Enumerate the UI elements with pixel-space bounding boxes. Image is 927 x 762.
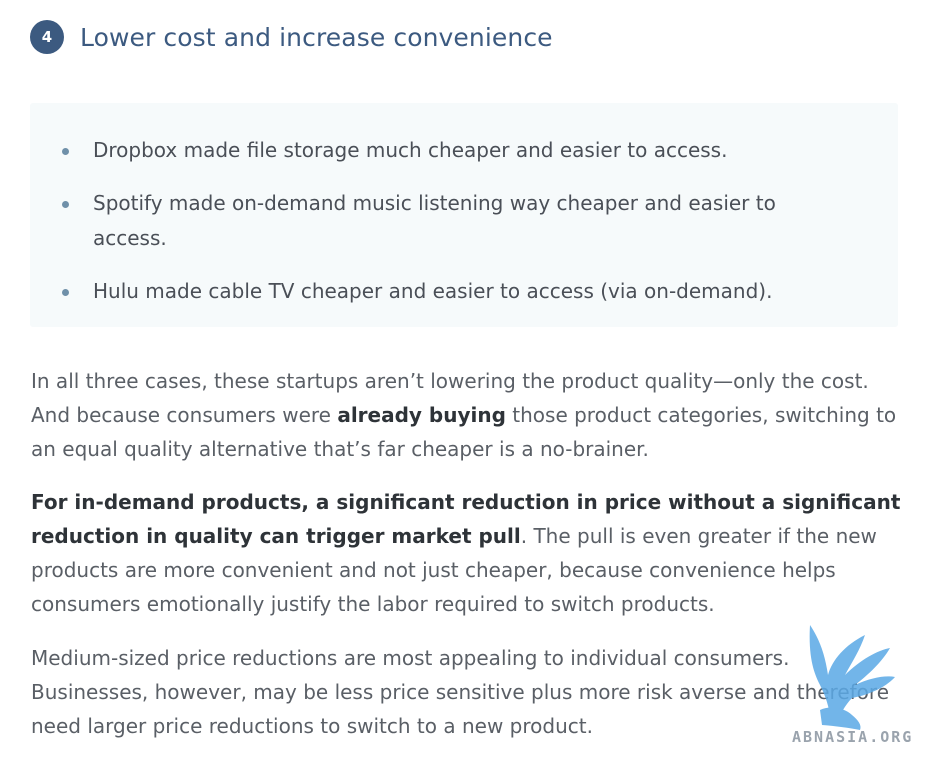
paragraph-text: those product categories, switching to a… bbox=[31, 403, 897, 461]
bullet-icon bbox=[62, 289, 69, 296]
step-number-badge: 4 bbox=[30, 20, 64, 54]
paragraph-text: Medium-sized price reductions are most a… bbox=[31, 646, 890, 738]
examples-callout: Dropbox made file storage much cheaper a… bbox=[30, 103, 898, 327]
winged-lion-icon bbox=[809, 625, 895, 730]
list-item-text: Hulu made cable TV cheaper and easier to… bbox=[93, 279, 773, 303]
section-title: Lower cost and increase convenience bbox=[80, 22, 553, 52]
paragraph-text: . The pull is even greater if the new pr… bbox=[31, 524, 877, 616]
list-item: Hulu made cable TV cheaper and easier to… bbox=[62, 274, 853, 309]
section-header: 4 Lower cost and increase convenience bbox=[30, 20, 553, 54]
bullet-icon bbox=[62, 148, 69, 155]
list-item-text: Spotify made on-demand music listening w… bbox=[93, 191, 776, 250]
list-item: Spotify made on-demand music listening w… bbox=[62, 186, 853, 256]
list-item-text: Dropbox made file storage much cheaper a… bbox=[93, 138, 728, 162]
watermark-text: ABNASIA.ORG bbox=[792, 728, 914, 746]
paragraph-all-three-cases: In all three cases, these startups aren’… bbox=[31, 364, 911, 466]
paragraph-medium-sized-reductions: Medium-sized price reductions are most a… bbox=[31, 641, 911, 743]
emphasis-market-pull: For in-demand products, a significant re… bbox=[31, 490, 901, 548]
bullet-icon bbox=[62, 201, 69, 208]
paragraph-text: In all three cases, these startups aren’… bbox=[31, 369, 869, 427]
paragraph-in-demand-products: For in-demand products, a significant re… bbox=[31, 485, 911, 621]
emphasis-already-buying: already buying bbox=[337, 403, 506, 427]
list-item: Dropbox made file storage much cheaper a… bbox=[62, 133, 853, 168]
